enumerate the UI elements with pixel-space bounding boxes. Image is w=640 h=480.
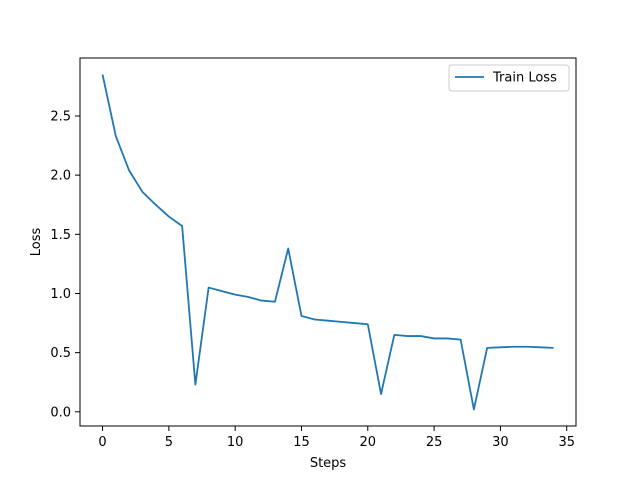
x-tick-label: 20	[360, 435, 377, 450]
legend-box	[448, 64, 570, 92]
y-tick-label: 2.0	[50, 169, 71, 184]
plot-area	[79, 57, 577, 427]
x-tick-label: 0	[98, 435, 106, 450]
x-tick-label: 15	[293, 435, 310, 450]
x-tick-label: 25	[426, 435, 443, 450]
y-tick-label: 0.0	[50, 405, 71, 420]
y-tick-label: 0.5	[50, 346, 71, 361]
legend-label-train-loss: Train Loss	[492, 71, 557, 86]
plot-frame	[79, 57, 577, 427]
y-tick-label: 1.5	[50, 228, 71, 243]
y-tick-label: 1.0	[50, 287, 71, 302]
y-axis-ticks: 0.0 0.5 1.0 1.5 2.0 2.5	[50, 109, 80, 420]
x-tick-label: 35	[558, 435, 575, 450]
x-axis-label: Steps	[310, 456, 347, 471]
x-tick-label: 10	[227, 435, 244, 450]
y-tick-label: 2.5	[50, 109, 71, 124]
x-axis-ticks: 0 5 10 15 20 25 30 35	[98, 426, 575, 450]
x-tick-label: 30	[492, 435, 509, 450]
x-tick-label: 5	[165, 435, 173, 450]
legend: Train Loss	[448, 64, 570, 92]
series-line-0	[101, 74, 554, 411]
y-axis-label: Loss	[29, 228, 44, 257]
